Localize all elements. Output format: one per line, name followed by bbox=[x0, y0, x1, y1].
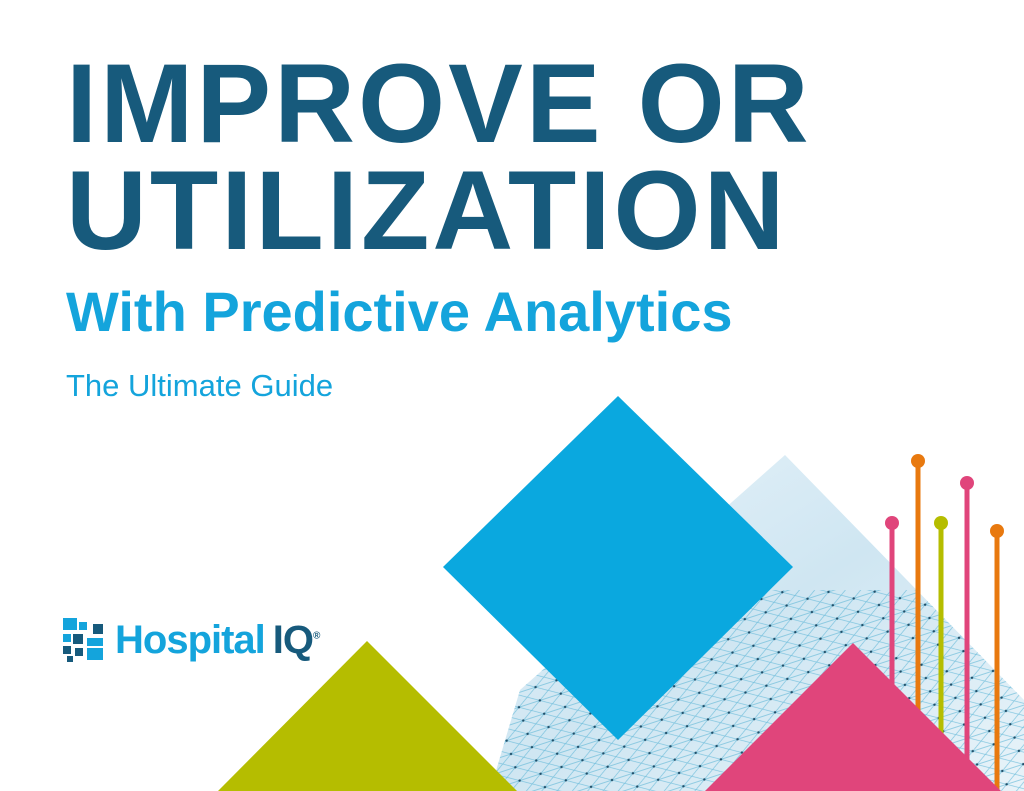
title-line-2: UTILIZATION bbox=[66, 148, 788, 273]
title-line-1: IMPROVE OR bbox=[66, 41, 812, 166]
pink-triangle bbox=[705, 643, 1001, 791]
hospital-iq-logo: Hospital IQ® bbox=[63, 612, 320, 668]
logo-registered-mark: ® bbox=[313, 630, 320, 642]
subtitle: With Predictive Analytics bbox=[66, 280, 733, 343]
logo-mark-icon bbox=[63, 618, 103, 662]
logo-name: Hospital bbox=[115, 617, 266, 662]
blue-diamond bbox=[443, 396, 793, 740]
logo-suffix: IQ bbox=[272, 617, 314, 662]
green-triangle bbox=[218, 641, 517, 791]
tagline: The Ultimate Guide bbox=[66, 368, 334, 403]
